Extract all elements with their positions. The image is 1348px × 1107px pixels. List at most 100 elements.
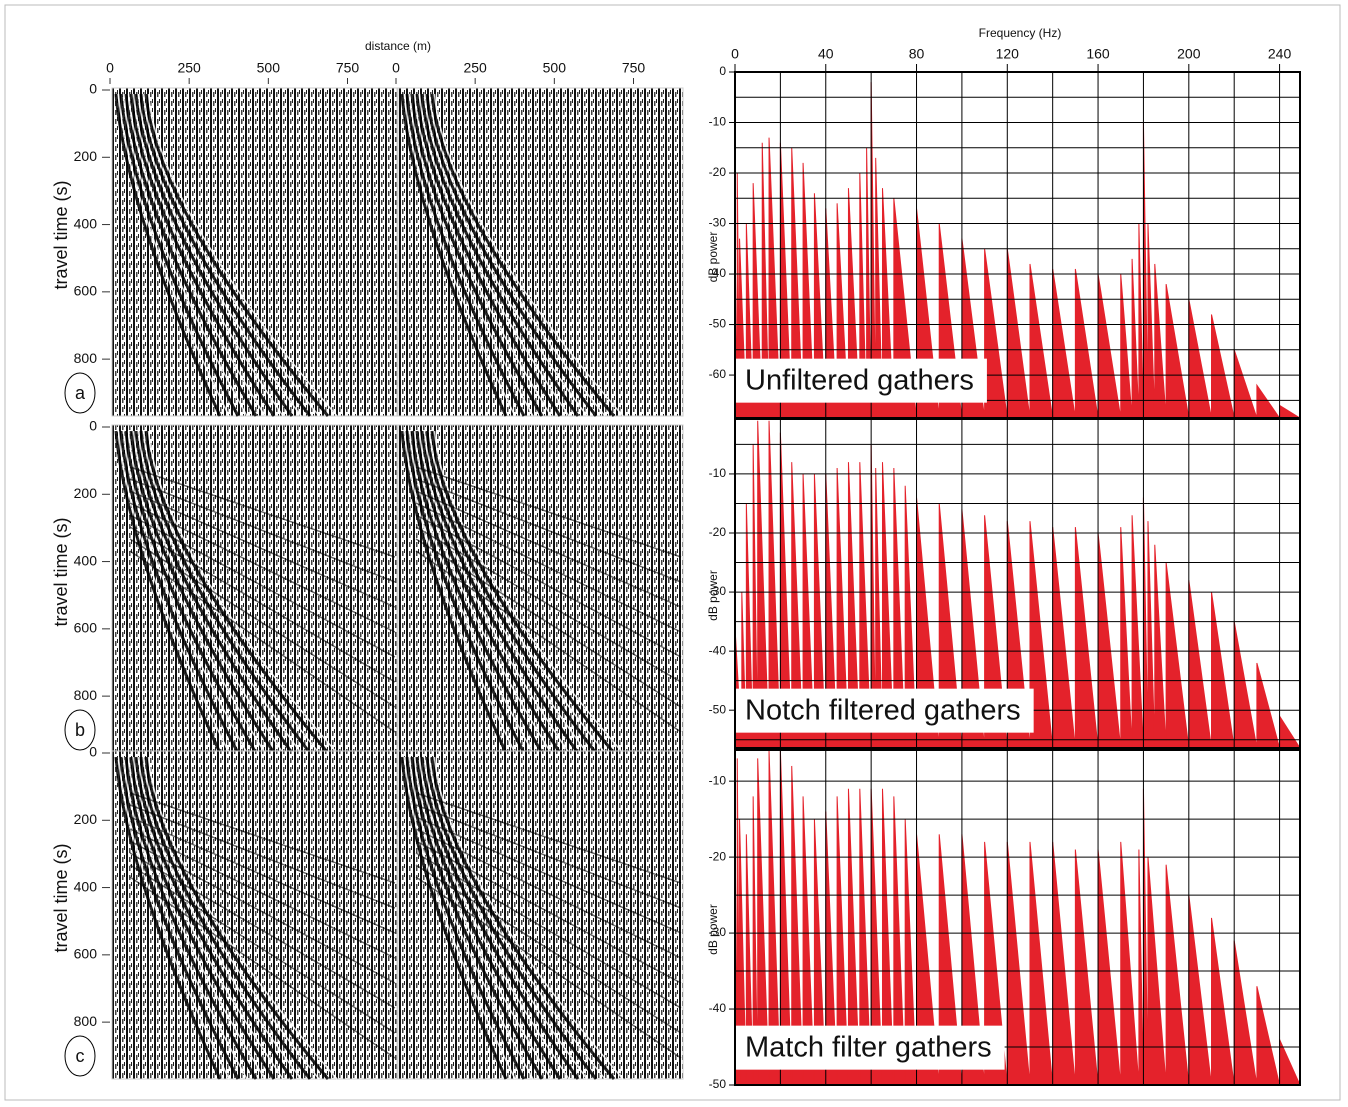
- seismic-event: [129, 478, 396, 583]
- seismic-event: [114, 430, 222, 754]
- seismic-event: [415, 876, 682, 1059]
- seismic-event: [415, 816, 682, 934]
- annotation-background: [736, 358, 987, 403]
- seismic-event: [420, 93, 580, 417]
- y-tick-label: 200: [74, 148, 98, 164]
- seismic-event: [425, 93, 598, 417]
- seismic-event: [415, 490, 682, 608]
- seismic-event: [132, 756, 284, 1080]
- y-axis-label: travel time (s): [51, 517, 71, 626]
- seismic-event: [124, 430, 258, 754]
- seismic-event: [142, 430, 320, 754]
- spectrum-area: [734, 750, 1301, 1086]
- seismic-event: [415, 526, 682, 683]
- x-tick-label: 120: [996, 46, 1020, 62]
- seismic-event: [433, 430, 624, 754]
- seismic-event: [144, 430, 330, 754]
- seismic-event: [122, 756, 248, 1080]
- seismic-event: [420, 430, 580, 754]
- seismic-event: [134, 430, 294, 754]
- seismic-event: [117, 93, 230, 417]
- seismic-event: [433, 93, 624, 417]
- annotation-background: [736, 1025, 1005, 1070]
- seismic-event: [415, 804, 682, 909]
- seismic-event: [137, 430, 302, 754]
- seismic-event: [415, 756, 562, 1080]
- annotation-background: [736, 688, 1034, 733]
- seismic-event: [129, 816, 396, 934]
- y-tick-label: 600: [74, 946, 98, 962]
- seismic-event: [415, 538, 682, 708]
- seismic-event: [129, 840, 396, 984]
- spectra: 0 -10 -20 -30 -40 -50 -60 0 40 80 120 160 200 240 Freq…: [706, 26, 1301, 1091]
- y-axis-label: dB power: [706, 232, 720, 283]
- seismic-event: [430, 93, 616, 417]
- annotation: Match filter gathers: [745, 1032, 992, 1064]
- seismic-event: [425, 430, 598, 754]
- seismic-event: [415, 864, 682, 1034]
- x-tick-label: 0: [106, 60, 114, 76]
- panel-badge: [64, 372, 96, 414]
- seismic-event: [403, 756, 516, 1080]
- x-tick-label: 240: [1268, 46, 1292, 62]
- x-tick-label: 500: [543, 60, 567, 76]
- y-axis-label: dB power: [706, 904, 720, 955]
- seismic-event: [132, 430, 284, 754]
- seismic-event: [137, 756, 302, 1080]
- seismic-event: [129, 526, 396, 683]
- y-tick-label: -20: [709, 849, 727, 863]
- seismic-event: [408, 430, 534, 754]
- seismic-event: [147, 756, 338, 1080]
- seismic-event: [403, 430, 516, 754]
- panel-label: b: [75, 720, 85, 740]
- seismic-event: [423, 93, 588, 417]
- seismic-event: [415, 514, 682, 658]
- panel-badge: [64, 1035, 96, 1077]
- y-tick-label: 600: [74, 620, 98, 636]
- annotation: Notch filtered gathers: [745, 695, 1021, 727]
- seismic-event: [144, 93, 330, 417]
- y-tick-label: -60: [709, 367, 727, 381]
- x-tick-label: 750: [622, 60, 646, 76]
- x-axis-label: distance (m): [365, 39, 431, 53]
- y-tick-label: -50: [709, 702, 727, 716]
- seismic-event: [147, 93, 338, 417]
- panel-label: c: [76, 1046, 85, 1066]
- x-tick-label: 500: [257, 60, 281, 76]
- y-tick-label: 0: [89, 81, 97, 97]
- seismic-event: [415, 93, 562, 417]
- seismic-event: [415, 502, 682, 633]
- seismic-event: [134, 93, 294, 417]
- panel-badge: [64, 709, 96, 751]
- seismic-event: [129, 852, 396, 1009]
- seismic-event: [129, 828, 396, 959]
- seismic-event: [415, 430, 562, 754]
- x-tick-label: 40: [818, 46, 834, 62]
- seismic-event: [127, 93, 266, 417]
- seismic-event: [428, 93, 606, 417]
- y-tick-label: 800: [74, 1013, 98, 1029]
- seismic-event: [129, 876, 396, 1059]
- spectrum-area: [734, 420, 1301, 750]
- seismic-event: [408, 93, 534, 417]
- seismic-event: [139, 93, 312, 417]
- y-tick-label: -10: [709, 466, 727, 480]
- seismic-event: [420, 756, 580, 1080]
- y-axis-label: travel time (s): [51, 843, 71, 952]
- x-tick-label: 160: [1086, 46, 1110, 62]
- y-tick-label: 600: [74, 283, 98, 299]
- y-axis-label: dB power: [706, 570, 720, 621]
- seismic-event: [425, 756, 598, 1080]
- seismic-event: [129, 502, 396, 633]
- seismic-event: [415, 840, 682, 984]
- seismic-event: [139, 756, 312, 1080]
- seismic-event: [418, 756, 570, 1080]
- frame: [4, 4, 1341, 1101]
- x-tick-label: 250: [177, 60, 201, 76]
- seismic-event: [129, 550, 396, 733]
- y-tick-label: 0: [719, 64, 726, 78]
- seismic-event: [415, 852, 682, 1009]
- seismic-event: [139, 430, 312, 754]
- seismic-event: [119, 756, 240, 1080]
- seismic-event: [415, 550, 682, 733]
